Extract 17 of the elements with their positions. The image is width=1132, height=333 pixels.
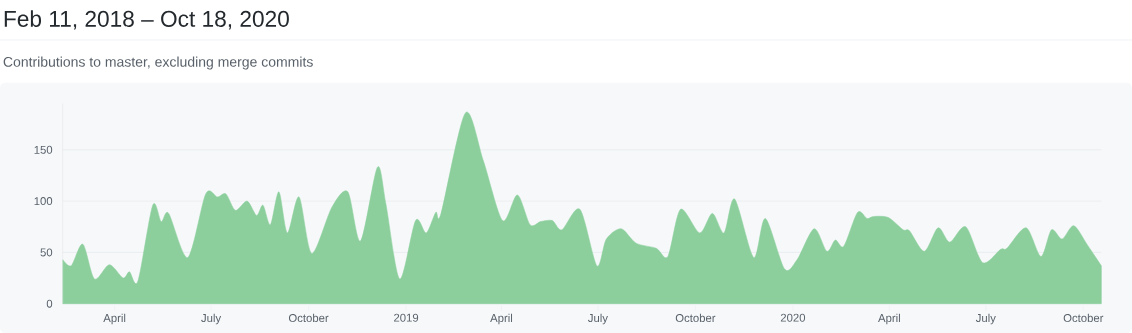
- y-tick-label: 0: [46, 299, 53, 308]
- x-tick-label: April: [490, 313, 513, 325]
- chart-title: Feb 11, 2018 – Oct 18, 2020: [4, 10, 289, 30]
- y-tick-label: 50: [40, 248, 53, 257]
- x-tick-label: July: [975, 313, 996, 325]
- x-tick-label: October: [1063, 313, 1104, 323]
- x-tick-label: October: [675, 313, 716, 323]
- y-tick-label: 100: [34, 197, 53, 206]
- x-tick-label: 2019: [394, 313, 419, 322]
- chart-subtitle: Contributions to master, excluding merge commits: [3, 56, 313, 70]
- x-tick-label: October: [288, 313, 329, 323]
- y-tick-label: 150: [34, 145, 53, 154]
- x-tick-label: July: [201, 313, 222, 325]
- x-tick-label: April: [878, 313, 900, 325]
- x-tick-label: 2020: [780, 313, 806, 322]
- x-tick-label: July: [587, 313, 608, 325]
- x-tick-label: April: [103, 313, 126, 325]
